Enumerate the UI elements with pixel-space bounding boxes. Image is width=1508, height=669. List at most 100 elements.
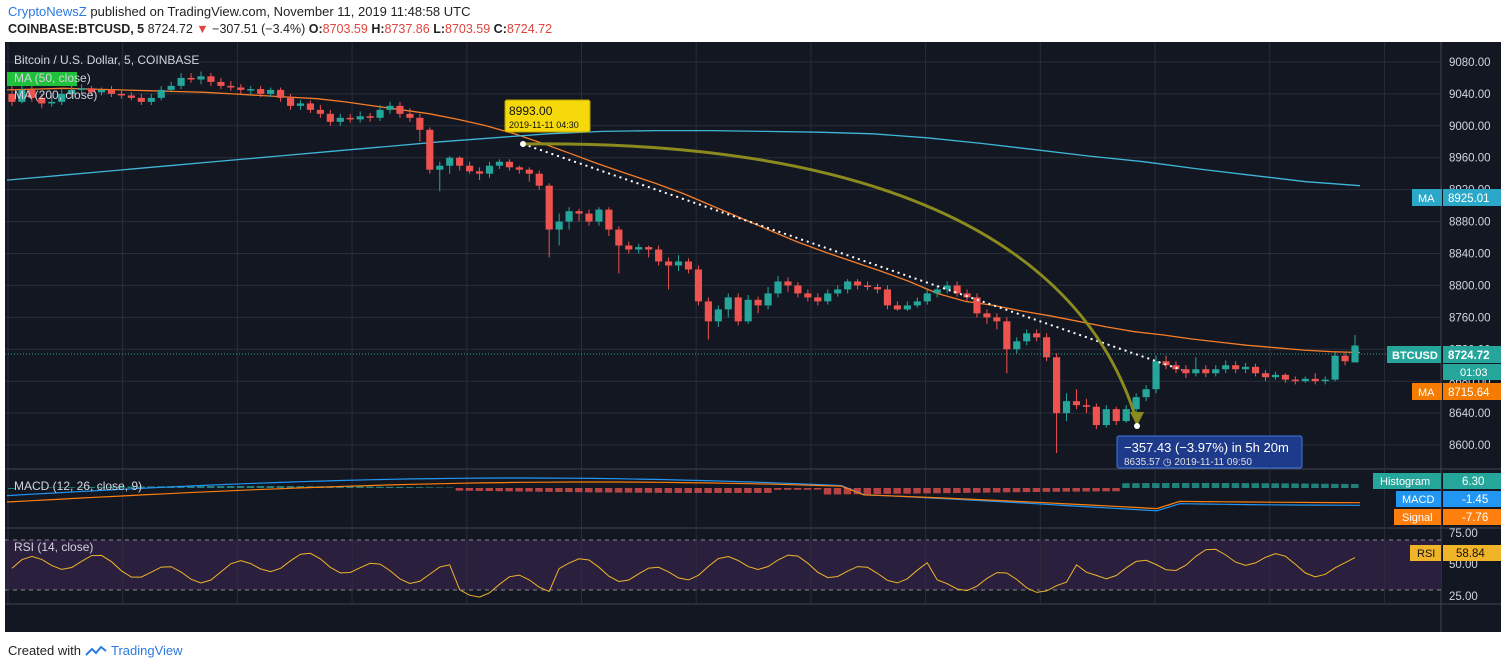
- ma200-legend[interactable]: MA (200, close): [14, 88, 97, 102]
- candle-body: [257, 89, 265, 94]
- trend-line[interactable]: [522, 143, 1183, 371]
- created-with-text: Created with: [8, 643, 81, 658]
- macd-histogram-bar: [485, 488, 493, 492]
- signal-line: [6, 481, 1361, 510]
- candle-body: [744, 299, 752, 322]
- candle-body: [973, 297, 981, 314]
- candle-body: [376, 109, 384, 118]
- last-price: 8724.72: [147, 22, 193, 36]
- candle-body: [18, 89, 26, 102]
- candle-body: [416, 117, 424, 130]
- candle-body: [694, 269, 703, 302]
- macd-histogram-bar: [1152, 483, 1160, 488]
- macd-histogram-bar: [57, 487, 66, 488]
- time-tick-label: 02:00: [222, 613, 252, 627]
- tradingview-link[interactable]: TradingView: [110, 643, 183, 658]
- macd-histogram-bar: [137, 486, 145, 488]
- macd-histogram-bar: [575, 488, 583, 493]
- candle-body: [1301, 378, 1309, 382]
- candle-body: [893, 305, 901, 310]
- candle-body: [684, 261, 693, 270]
- ohlc-line: COINBASE:BTCUSD, 5 8724.72 ▼ −307.51 (−3…: [8, 22, 552, 36]
- macd-histogram-bar: [187, 486, 195, 488]
- down-arrow-icon: ▼: [196, 22, 209, 36]
- candle-body: [127, 95, 135, 98]
- measure-callout[interactable]: [1116, 435, 1303, 469]
- rsi-legend[interactable]: RSI (14, close): [14, 540, 93, 554]
- low-value: 8703.59: [445, 22, 491, 36]
- peak-callout[interactable]: [504, 99, 591, 133]
- macd-histogram-bar: [147, 486, 155, 488]
- signal-value-badge: [1443, 509, 1501, 525]
- macd-histogram-bar: [843, 488, 852, 495]
- macd-histogram-bar: [1162, 483, 1170, 488]
- candle-body: [107, 89, 116, 94]
- candle-body: [1242, 366, 1250, 370]
- moving-averages: [6, 87, 1361, 354]
- rsi-indicator: [11, 548, 1356, 598]
- candle-body: [366, 116, 374, 118]
- time-tick-label: 09:00: [1025, 613, 1055, 627]
- macd-histogram-bar: [226, 486, 235, 488]
- macd-histogram-bar: [863, 488, 872, 495]
- macd-histogram-bar: [1341, 483, 1349, 488]
- candle-body: [1291, 379, 1299, 382]
- candle-body: [923, 293, 931, 302]
- macd-histogram-bar: [1002, 488, 1011, 493]
- macd-histogram-bar: [535, 488, 543, 492]
- macd-histogram-bar: [754, 488, 762, 493]
- candle-body: [1142, 389, 1150, 398]
- candle-body: [147, 97, 155, 102]
- macd-histogram-bar: [803, 488, 812, 490]
- brand-name[interactable]: CryptoNewsZ: [8, 4, 87, 19]
- ma50-line: [6, 87, 1361, 354]
- macd-histogram-bar: [376, 486, 384, 488]
- candle-body: [774, 281, 782, 294]
- ma50-legend-highlight: [7, 72, 77, 86]
- macd-histogram-bar: [1181, 483, 1190, 488]
- price-tick-label: 8800.00: [1449, 280, 1491, 292]
- macd-histogram-bar: [177, 486, 185, 488]
- macd-histogram-bar: [77, 487, 86, 488]
- candle-body: [1251, 366, 1260, 374]
- macd-histogram-bar: [565, 488, 573, 493]
- candlesticks: [8, 71, 1359, 454]
- candle-body: [247, 89, 255, 91]
- decline-arc[interactable]: [522, 142, 1139, 423]
- candle-body: [87, 88, 96, 93]
- rsi-badge: [1410, 545, 1441, 561]
- macd-histogram-bar: [853, 488, 862, 495]
- candle-body: [664, 261, 673, 266]
- candle-body: [1062, 401, 1071, 414]
- time-tick-label: 12:00: [1369, 613, 1399, 627]
- macd-histogram-bar: [744, 488, 752, 493]
- ma200-badge-label: MA: [1418, 193, 1435, 205]
- macd-legend[interactable]: MACD (12, 26, close, 9): [14, 479, 142, 493]
- candle-body: [1162, 361, 1170, 366]
- price-axis-background: [1441, 42, 1501, 632]
- ma50-legend[interactable]: MA (50, close): [14, 71, 91, 85]
- candle-body: [237, 87, 245, 90]
- candle-body: [1182, 369, 1190, 374]
- price-tick-label: 8640.00: [1449, 408, 1491, 420]
- countdown: 01:03: [1460, 367, 1488, 379]
- candle-body: [426, 129, 434, 170]
- macd-histogram-bar: [933, 488, 941, 494]
- macd-histogram-bar: [923, 488, 931, 494]
- candle-body: [784, 281, 792, 286]
- macd-histogram-bar: [1032, 488, 1041, 492]
- high-label: H:: [371, 22, 385, 36]
- candle-body: [475, 171, 484, 174]
- histogram-value: 6.30: [1462, 476, 1484, 488]
- macd-histogram-bar: [555, 488, 563, 492]
- macd-histogram-bar: [266, 486, 275, 488]
- candle-body: [58, 93, 66, 102]
- macd-histogram-bar: [1132, 483, 1140, 488]
- candle-body: [585, 213, 593, 222]
- histogram-badge: [1373, 473, 1441, 489]
- macd-histogram-bar: [1321, 483, 1329, 488]
- macd-histogram-bar: [674, 488, 683, 493]
- time-tick-label: 11:00: [1255, 613, 1284, 627]
- candle-body: [1122, 409, 1130, 422]
